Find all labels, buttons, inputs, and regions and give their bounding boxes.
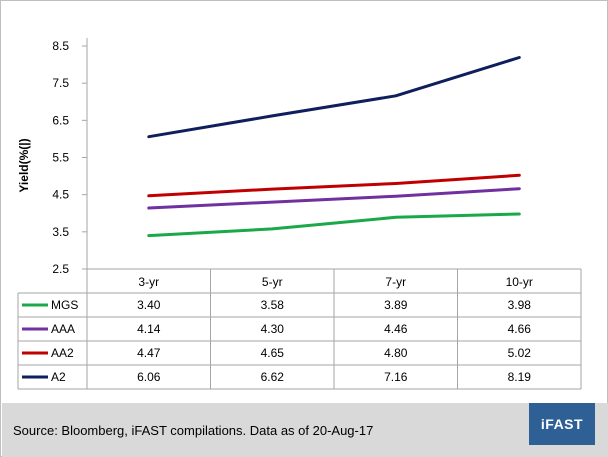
y-tick-label: 4.5 [52,188,69,202]
y-tick-label: 6.5 [52,113,69,127]
y-tick-label: 7.5 [52,76,69,90]
data-label: 4.14 [137,322,161,336]
y-axis: 8.5 7.5 6.5 5.5 4.5 3.5 2.5 Yield(%(|) [17,38,88,276]
y-tick-label: 3.5 [52,225,69,239]
data-label: 4.47 [137,346,161,360]
x-category-label: 10-yr [506,275,533,289]
source-note: Source: Bloomberg, iFAST compilations. D… [13,423,374,438]
ifast-logo: iFAST [529,403,595,445]
data-label: 3.89 [384,298,408,312]
data-label: 4.66 [508,322,532,336]
data-label: 4.46 [384,322,408,336]
legend-label-aa2: AA2 [51,346,74,360]
data-label: 4.80 [384,346,408,360]
y-tick-label: 8.5 [52,39,69,53]
footer-bar: Source: Bloomberg, iFAST compilations. D… [2,403,608,457]
data-label: 3.40 [137,298,161,312]
data-label: 5.02 [508,346,532,360]
data-label: 4.65 [261,346,285,360]
y-tick-label: 2.5 [52,262,69,276]
data-label: 6.62 [261,370,285,384]
data-label: 8.19 [508,370,532,384]
series-line-aaa [147,187,521,210]
y-tick-label: 5.5 [52,151,69,165]
legend-label-mgs: MGS [51,298,78,312]
legend-label-a2: A2 [51,370,66,384]
yield-curve-chart: 8.5 7.5 6.5 5.5 4.5 3.5 2.5 Yield(%(|) 3-yr 5-yr… [17,38,582,390]
series-line-a2 [147,56,521,139]
legend-label-aaa: AAA [51,322,75,336]
y-axis-title: Yield(%(|) [17,138,31,192]
x-category-label: 3-yr [138,275,159,289]
data-label: 3.98 [508,298,532,312]
data-label: 6.06 [137,370,161,384]
data-label: 3.58 [261,298,285,312]
data-table: 3-yr 5-yr 7-yr 10-yr MGS 3.40 3.58 3.89 3.98 AAA 4… [17,268,582,390]
x-category-label: 5-yr [262,275,283,289]
series-lines [147,56,521,238]
data-label: 4.30 [261,322,285,336]
x-category-label: 7-yr [385,275,406,289]
series-line-aa2 [147,173,521,198]
series-line-mgs [147,212,521,238]
data-label: 7.16 [384,370,408,384]
